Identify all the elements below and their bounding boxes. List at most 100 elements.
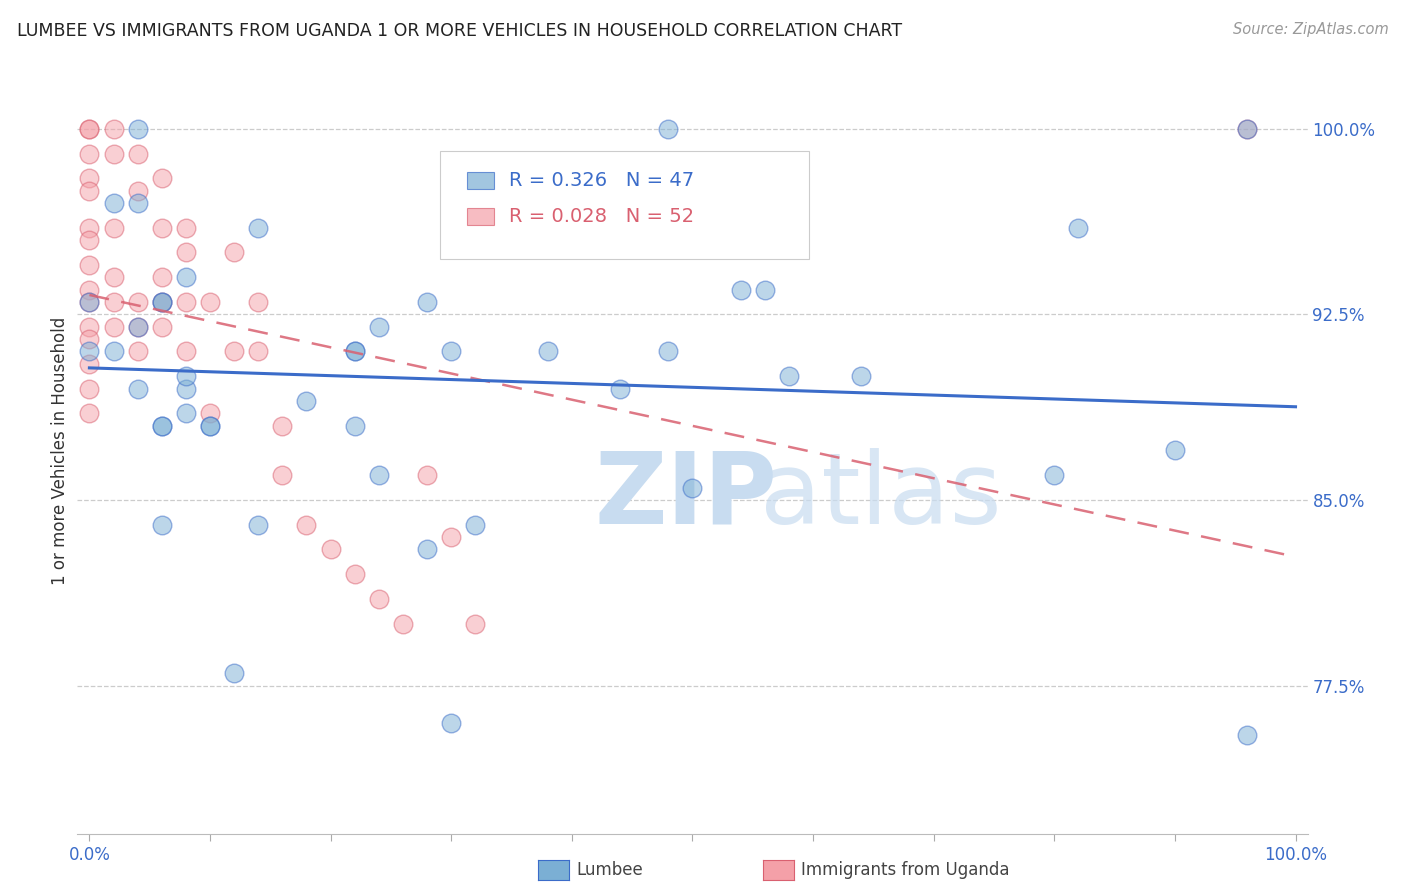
- Point: [851, 369, 873, 384]
- Point: [1043, 468, 1066, 483]
- Point: [150, 295, 173, 310]
- Point: [150, 171, 173, 186]
- Point: [295, 394, 318, 409]
- Point: [754, 283, 776, 297]
- Point: [464, 517, 486, 532]
- Point: [609, 382, 631, 396]
- Point: [343, 418, 366, 433]
- Point: [174, 245, 197, 260]
- Point: [464, 616, 486, 631]
- Text: Immigrants from Uganda: Immigrants from Uganda: [801, 861, 1010, 879]
- Point: [416, 295, 439, 310]
- Point: [224, 344, 246, 359]
- Point: [103, 196, 125, 211]
- Point: [150, 418, 173, 433]
- Text: Lumbee: Lumbee: [576, 861, 643, 879]
- Point: [127, 121, 149, 136]
- Text: atlas: atlas: [761, 448, 1001, 545]
- Point: [127, 344, 149, 359]
- Point: [150, 295, 173, 310]
- Point: [537, 344, 560, 359]
- Point: [319, 542, 342, 557]
- Point: [271, 418, 294, 433]
- Point: [174, 344, 197, 359]
- Point: [103, 344, 125, 359]
- Point: [730, 283, 752, 297]
- Text: ZIP: ZIP: [595, 448, 778, 545]
- Point: [150, 418, 173, 433]
- Point: [1236, 121, 1258, 136]
- Point: [367, 319, 389, 334]
- Point: [657, 344, 679, 359]
- Point: [174, 220, 197, 235]
- Point: [682, 481, 704, 495]
- Point: [79, 258, 101, 272]
- Text: R = 0.326   N = 47: R = 0.326 N = 47: [509, 171, 695, 190]
- Point: [343, 344, 366, 359]
- Text: Source: ZipAtlas.com: Source: ZipAtlas.com: [1233, 22, 1389, 37]
- Point: [79, 382, 101, 396]
- Point: [1067, 220, 1090, 235]
- Point: [440, 715, 463, 730]
- Point: [79, 283, 101, 297]
- Point: [271, 468, 294, 483]
- Point: [79, 332, 101, 346]
- Point: [103, 146, 125, 161]
- Point: [440, 530, 463, 544]
- Point: [778, 369, 800, 384]
- Point: [174, 295, 197, 310]
- Point: [103, 121, 125, 136]
- Point: [150, 220, 173, 235]
- Point: [367, 468, 389, 483]
- Point: [198, 295, 221, 310]
- Point: [79, 171, 101, 186]
- Point: [103, 319, 125, 334]
- Point: [79, 295, 101, 310]
- Point: [392, 616, 415, 631]
- Point: [127, 382, 149, 396]
- Text: LUMBEE VS IMMIGRANTS FROM UGANDA 1 OR MORE VEHICLES IN HOUSEHOLD CORRELATION CHA: LUMBEE VS IMMIGRANTS FROM UGANDA 1 OR MO…: [17, 22, 903, 40]
- Point: [416, 468, 439, 483]
- Point: [103, 220, 125, 235]
- Point: [79, 184, 101, 198]
- Point: [79, 121, 101, 136]
- Point: [247, 517, 270, 532]
- Point: [1236, 728, 1258, 742]
- Point: [127, 319, 149, 334]
- Point: [79, 319, 101, 334]
- Point: [224, 666, 246, 681]
- Point: [79, 121, 101, 136]
- Point: [247, 295, 270, 310]
- Point: [150, 270, 173, 285]
- Point: [103, 270, 125, 285]
- Point: [127, 146, 149, 161]
- Point: [198, 406, 221, 420]
- Point: [150, 517, 173, 532]
- Point: [127, 196, 149, 211]
- Point: [79, 344, 101, 359]
- Point: [150, 295, 173, 310]
- FancyBboxPatch shape: [440, 152, 810, 259]
- Point: [440, 344, 463, 359]
- Point: [150, 319, 173, 334]
- Point: [79, 220, 101, 235]
- Point: [174, 270, 197, 285]
- Point: [174, 382, 197, 396]
- Point: [657, 121, 679, 136]
- Point: [247, 344, 270, 359]
- Point: [416, 542, 439, 557]
- Point: [127, 319, 149, 334]
- Point: [367, 591, 389, 606]
- Point: [79, 146, 101, 161]
- FancyBboxPatch shape: [467, 172, 495, 189]
- Point: [224, 245, 246, 260]
- Point: [1236, 121, 1258, 136]
- Point: [127, 184, 149, 198]
- Point: [79, 233, 101, 247]
- Point: [1164, 443, 1187, 458]
- Point: [247, 220, 270, 235]
- Point: [198, 418, 221, 433]
- Point: [174, 369, 197, 384]
- Text: R = 0.028   N = 52: R = 0.028 N = 52: [509, 207, 695, 226]
- Point: [343, 344, 366, 359]
